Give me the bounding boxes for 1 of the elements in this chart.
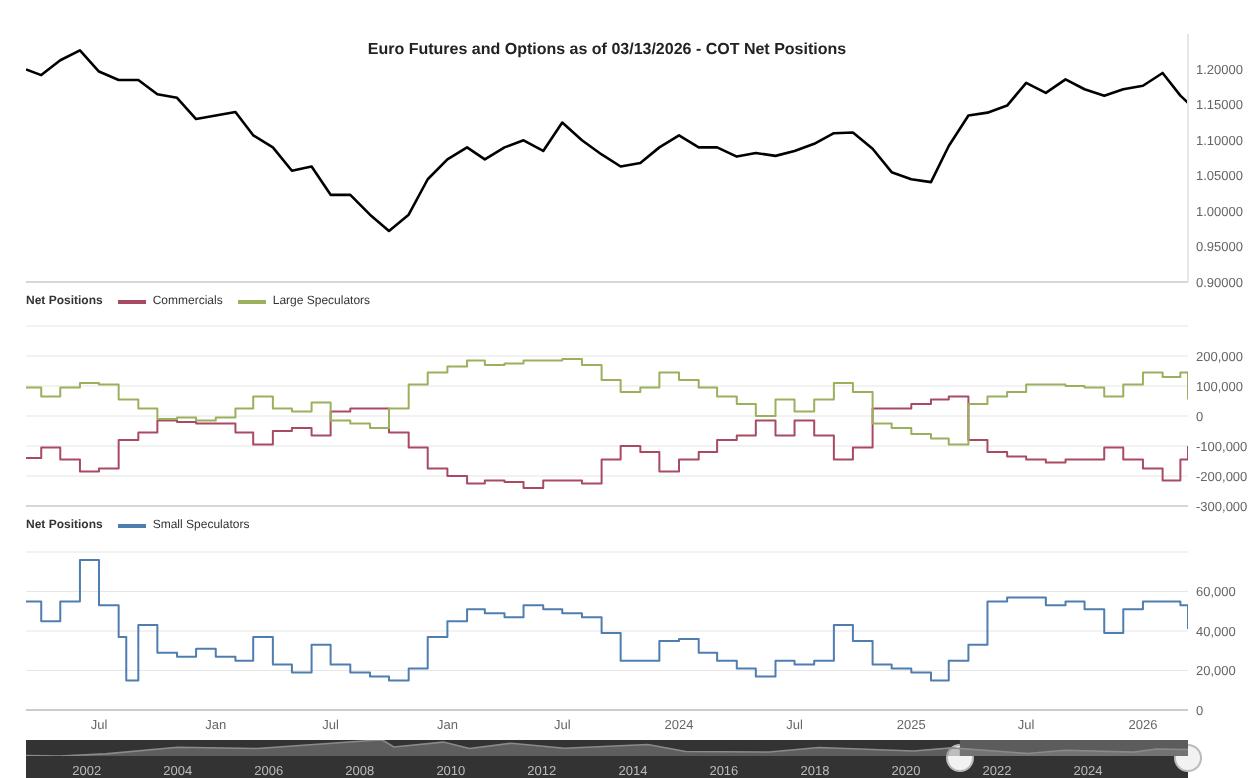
chart-title: Euro Futures and Options as of 03/13/2026 - COT Net Positions [365, 40, 849, 58]
